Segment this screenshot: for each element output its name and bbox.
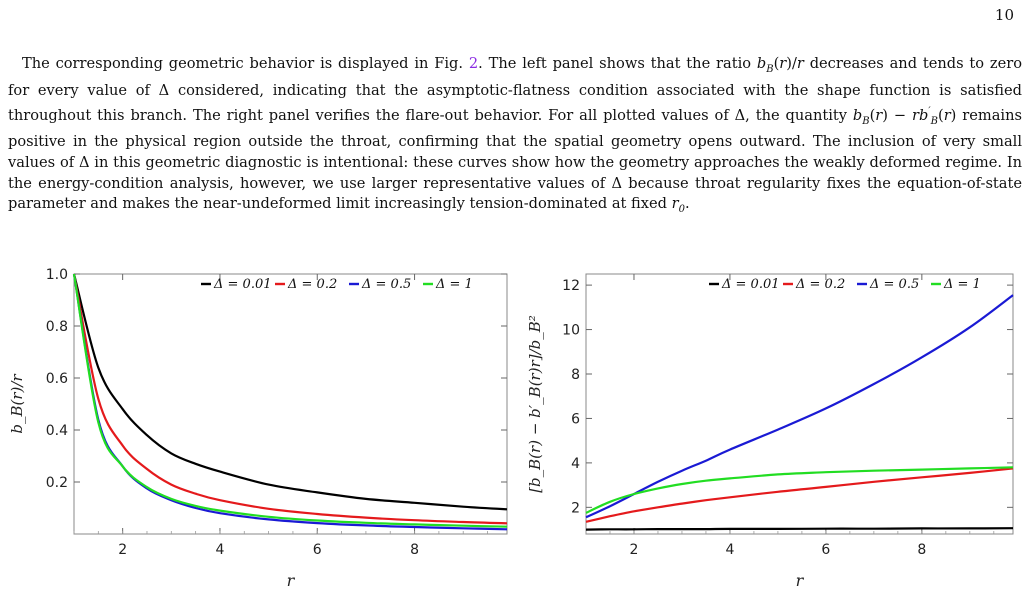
y-tick-label: 10: [562, 323, 580, 339]
y-tick-label: 12: [562, 278, 580, 294]
paragraph-text: b: [756, 55, 767, 72]
x-tick-label: 4: [215, 542, 224, 558]
paragraph-text: r: [943, 106, 951, 124]
paragraph-text: The corresponding geometric behavior is …: [22, 55, 469, 72]
y-axis-label: [b_B(r) − b′_B(r)r]/b_B²: [526, 315, 544, 493]
paragraph-text: ′: [928, 105, 931, 117]
series-line-1: [72, 273, 508, 525]
x-tick-label: 2: [118, 542, 127, 558]
legend-label: Δ = 0.5: [869, 277, 919, 292]
y-tick-label: 4: [571, 456, 580, 472]
x-tick-label: 8: [917, 542, 926, 558]
legend-label: Δ = 0.01: [213, 277, 272, 292]
paragraph-text: r: [779, 55, 787, 72]
legend-label: Δ = 1: [943, 277, 981, 292]
series-line-0: [585, 527, 1014, 531]
paragraph-text: )/: [786, 55, 797, 72]
x-axis-label: r: [796, 571, 805, 590]
x-axis-label: r: [287, 571, 296, 590]
legend-label: Δ = 0.2: [795, 277, 845, 292]
paragraph-text: decreases and tends to zero for every va…: [8, 55, 1022, 124]
paragraph-text: B: [862, 115, 870, 127]
y-tick-label: 8: [571, 367, 580, 383]
paragraph-text: B: [766, 63, 774, 75]
paragraph-text: B: [930, 115, 938, 127]
paragraph-text: remains positive in the physical region …: [8, 106, 1022, 213]
legend-label: Δ = 0.5: [361, 277, 411, 292]
y-tick-label: 0.6: [46, 371, 68, 387]
paragraph-text: rb: [912, 106, 929, 124]
legend-label: Δ = 0.2: [287, 277, 337, 292]
y-tick-label: 0.2: [46, 475, 68, 491]
x-tick-label: 4: [725, 542, 734, 558]
x-tick-label: 6: [821, 542, 830, 558]
paragraph-text: r: [796, 55, 804, 72]
paragraph-text: (: [869, 106, 876, 124]
legend-label: Δ = 0.01: [721, 277, 780, 292]
y-tick-label: 6: [571, 411, 580, 427]
paragraph-text: ) −: [882, 106, 913, 124]
paragraph-text: b: [852, 106, 863, 124]
paragraph-text: r: [875, 106, 883, 124]
series-line-2: [72, 273, 508, 531]
y-tick-label: 1.0: [46, 267, 68, 283]
series-line-0: [72, 273, 508, 511]
series-line-2: [585, 294, 1014, 519]
left-panel: 2 4 6 8 0.2 0.4 0.6 0.8 1.0 Δ = 0.01 Δ = 0.2 Δ = 0.…: [8, 267, 508, 590]
figure-2: 2 4 6 8 0.2 0.4 0.6 0.8 1.0 Δ = 0.01 Δ = 0.2 Δ = 0.…: [8, 267, 1014, 590]
body-paragraph: The corresponding geometric behavior is …: [8, 54, 1022, 221]
x-tick-label: 2: [630, 542, 639, 558]
y-tick-label: 0.8: [46, 319, 68, 335]
paragraph-text: (: [937, 106, 944, 124]
paragraph-text: r: [671, 195, 679, 213]
series-line-1: [585, 467, 1014, 523]
paragraph-text: .: [685, 195, 690, 213]
paragraph-text: . The left panel shows that the ratio: [478, 55, 757, 72]
paragraph-text: (: [773, 55, 780, 72]
figure-reference[interactable]: 2: [468, 55, 479, 72]
y-tick-label: 2: [571, 500, 580, 516]
y-tick-label: 0.4: [46, 423, 68, 439]
paragraph-text: 0: [678, 204, 685, 216]
right-panel: 2 4 6 8 2 4 6 8 10 12 Δ = 0.01 Δ = 0.2 Δ = 0.5 Δ = 1 r…: [526, 273, 1014, 590]
legend-label: Δ = 1: [435, 277, 473, 292]
series-line-3: [585, 466, 1014, 514]
x-tick-label: 6: [313, 542, 322, 558]
plot-frame: [73, 273, 508, 535]
plot-frame: [585, 273, 1014, 535]
y-axis-label: b_B(r)/r: [8, 374, 26, 434]
paragraph-text: ): [950, 106, 957, 124]
page-number: 10: [994, 6, 1014, 24]
x-tick-label: 8: [410, 542, 419, 558]
series-line-3: [72, 273, 508, 528]
